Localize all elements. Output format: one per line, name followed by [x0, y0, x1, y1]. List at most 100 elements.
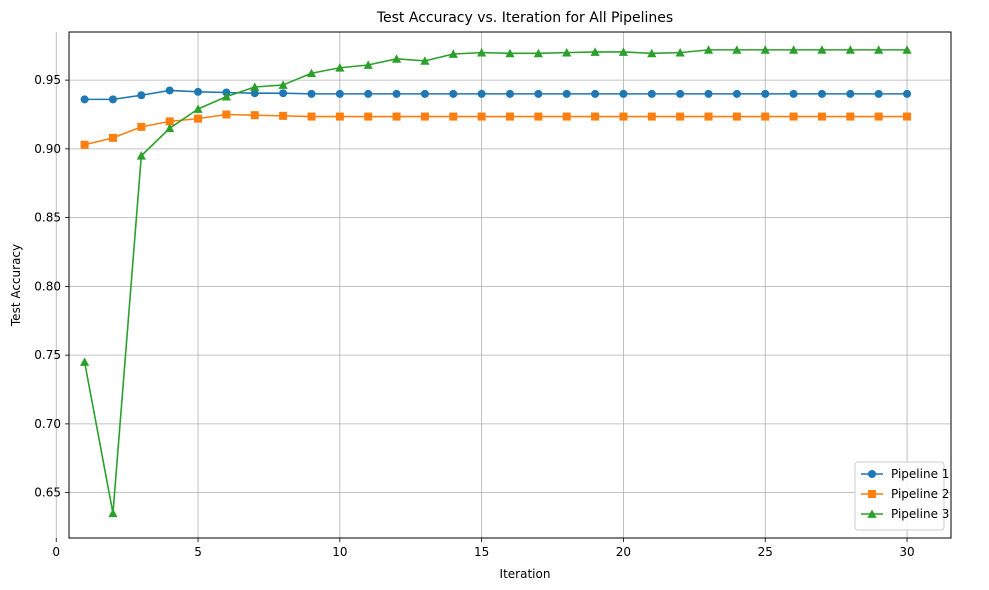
data-point: [79, 357, 90, 366]
data-point: [137, 91, 146, 100]
data-point: [676, 89, 685, 98]
data-point: [761, 112, 770, 121]
data-point: [306, 68, 317, 78]
data-point: [789, 89, 798, 98]
y-axis-label: Test Accuracy: [9, 244, 23, 327]
data-point: [874, 89, 883, 98]
x-tick-label: 0: [52, 545, 60, 559]
data-point: [250, 111, 259, 120]
data-point: [647, 48, 657, 58]
x-axis-ticks: 0 5 10 15 20 25 30: [52, 538, 915, 559]
legend-marker: [868, 470, 876, 478]
data-point: [618, 47, 629, 56]
data-point: [874, 45, 884, 54]
data-point: [477, 112, 486, 121]
data-point: [903, 112, 912, 121]
data-point: [335, 89, 344, 98]
data-point: [732, 45, 742, 54]
x-tick-label: 25: [758, 545, 773, 559]
legend-label: Pipeline 3: [891, 507, 949, 521]
data-point: [845, 45, 855, 54]
data-point: [676, 112, 685, 121]
data-point: [704, 112, 713, 121]
data-point: [732, 89, 741, 98]
y-tick-label: 0.70: [34, 417, 61, 431]
data-point: [80, 140, 89, 149]
data-point: [534, 89, 543, 98]
data-point: [165, 117, 174, 126]
data-point: [165, 86, 174, 95]
data-point: [647, 89, 656, 98]
data-point: [449, 89, 458, 98]
legend-marker: [867, 509, 877, 518]
series-line: [84, 113, 908, 146]
y-tick-label: 0.65: [34, 486, 61, 500]
chart-title: Test Accuracy vs. Iteration for All Pipe…: [376, 10, 673, 26]
data-point: [562, 89, 571, 98]
data-point: [108, 133, 117, 142]
data-point: [420, 112, 429, 121]
legend: Pipeline 1 Pipeline 2 Pipeline 3: [854, 461, 949, 531]
data-point: [137, 122, 146, 131]
data-point: [420, 89, 429, 98]
data-point: [477, 89, 486, 98]
data-point: [817, 45, 827, 54]
data-point: [448, 49, 458, 58]
data-point: [449, 112, 458, 121]
y-tick-label: 0.80: [34, 279, 61, 293]
data-point: [591, 112, 600, 121]
y-tick-label: 0.85: [34, 211, 61, 225]
y-tick-label: 0.90: [34, 142, 61, 156]
data-point: [80, 95, 89, 104]
data-point: [108, 95, 117, 104]
data-point: [250, 82, 260, 91]
series-layer: [79, 45, 912, 518]
series-1: [80, 86, 912, 104]
data-point: [221, 92, 231, 101]
data-point: [420, 56, 430, 65]
data-point: [590, 47, 600, 56]
data-point: [307, 112, 316, 121]
x-tick-label: 30: [899, 545, 914, 559]
data-point: [902, 45, 912, 54]
data-point: [194, 114, 203, 123]
data-point: [364, 89, 373, 98]
data-point: [760, 45, 770, 54]
data-point: [279, 111, 288, 120]
series-line: [83, 49, 908, 515]
x-tick-label: 10: [332, 545, 347, 559]
legend-item-3: Pipeline 3: [861, 507, 949, 521]
data-point: [903, 89, 912, 98]
series-line: [84, 89, 908, 101]
legend-label: Pipeline 1: [891, 467, 949, 481]
x-tick-label: 5: [194, 545, 202, 559]
x-tick-label: 20: [616, 545, 631, 559]
data-point: [874, 112, 883, 121]
data-point: [533, 48, 543, 58]
grid-lines: [55, 32, 951, 538]
series-2: [80, 110, 912, 149]
data-point: [619, 89, 628, 98]
plot-area-frame: [68, 31, 952, 539]
data-point: [335, 112, 344, 121]
data-point: [335, 63, 345, 72]
y-tick-label: 0.95: [34, 73, 61, 87]
data-point: [703, 45, 714, 54]
data-point: [250, 89, 259, 98]
data-point: [363, 60, 373, 69]
data-point: [817, 89, 826, 98]
legend-item-1: Pipeline 1: [861, 467, 949, 481]
data-point: [108, 508, 118, 518]
series-3: [79, 45, 912, 518]
data-point: [789, 112, 798, 121]
data-point: [761, 89, 770, 98]
legend-label: Pipeline 2: [891, 487, 949, 501]
data-point: [364, 112, 373, 121]
legend-item-2: Pipeline 2: [861, 487, 949, 501]
data-point: [391, 54, 402, 63]
data-point: [506, 89, 514, 98]
data-point: [392, 89, 401, 98]
data-point: [846, 89, 855, 98]
data-point: [704, 89, 713, 98]
